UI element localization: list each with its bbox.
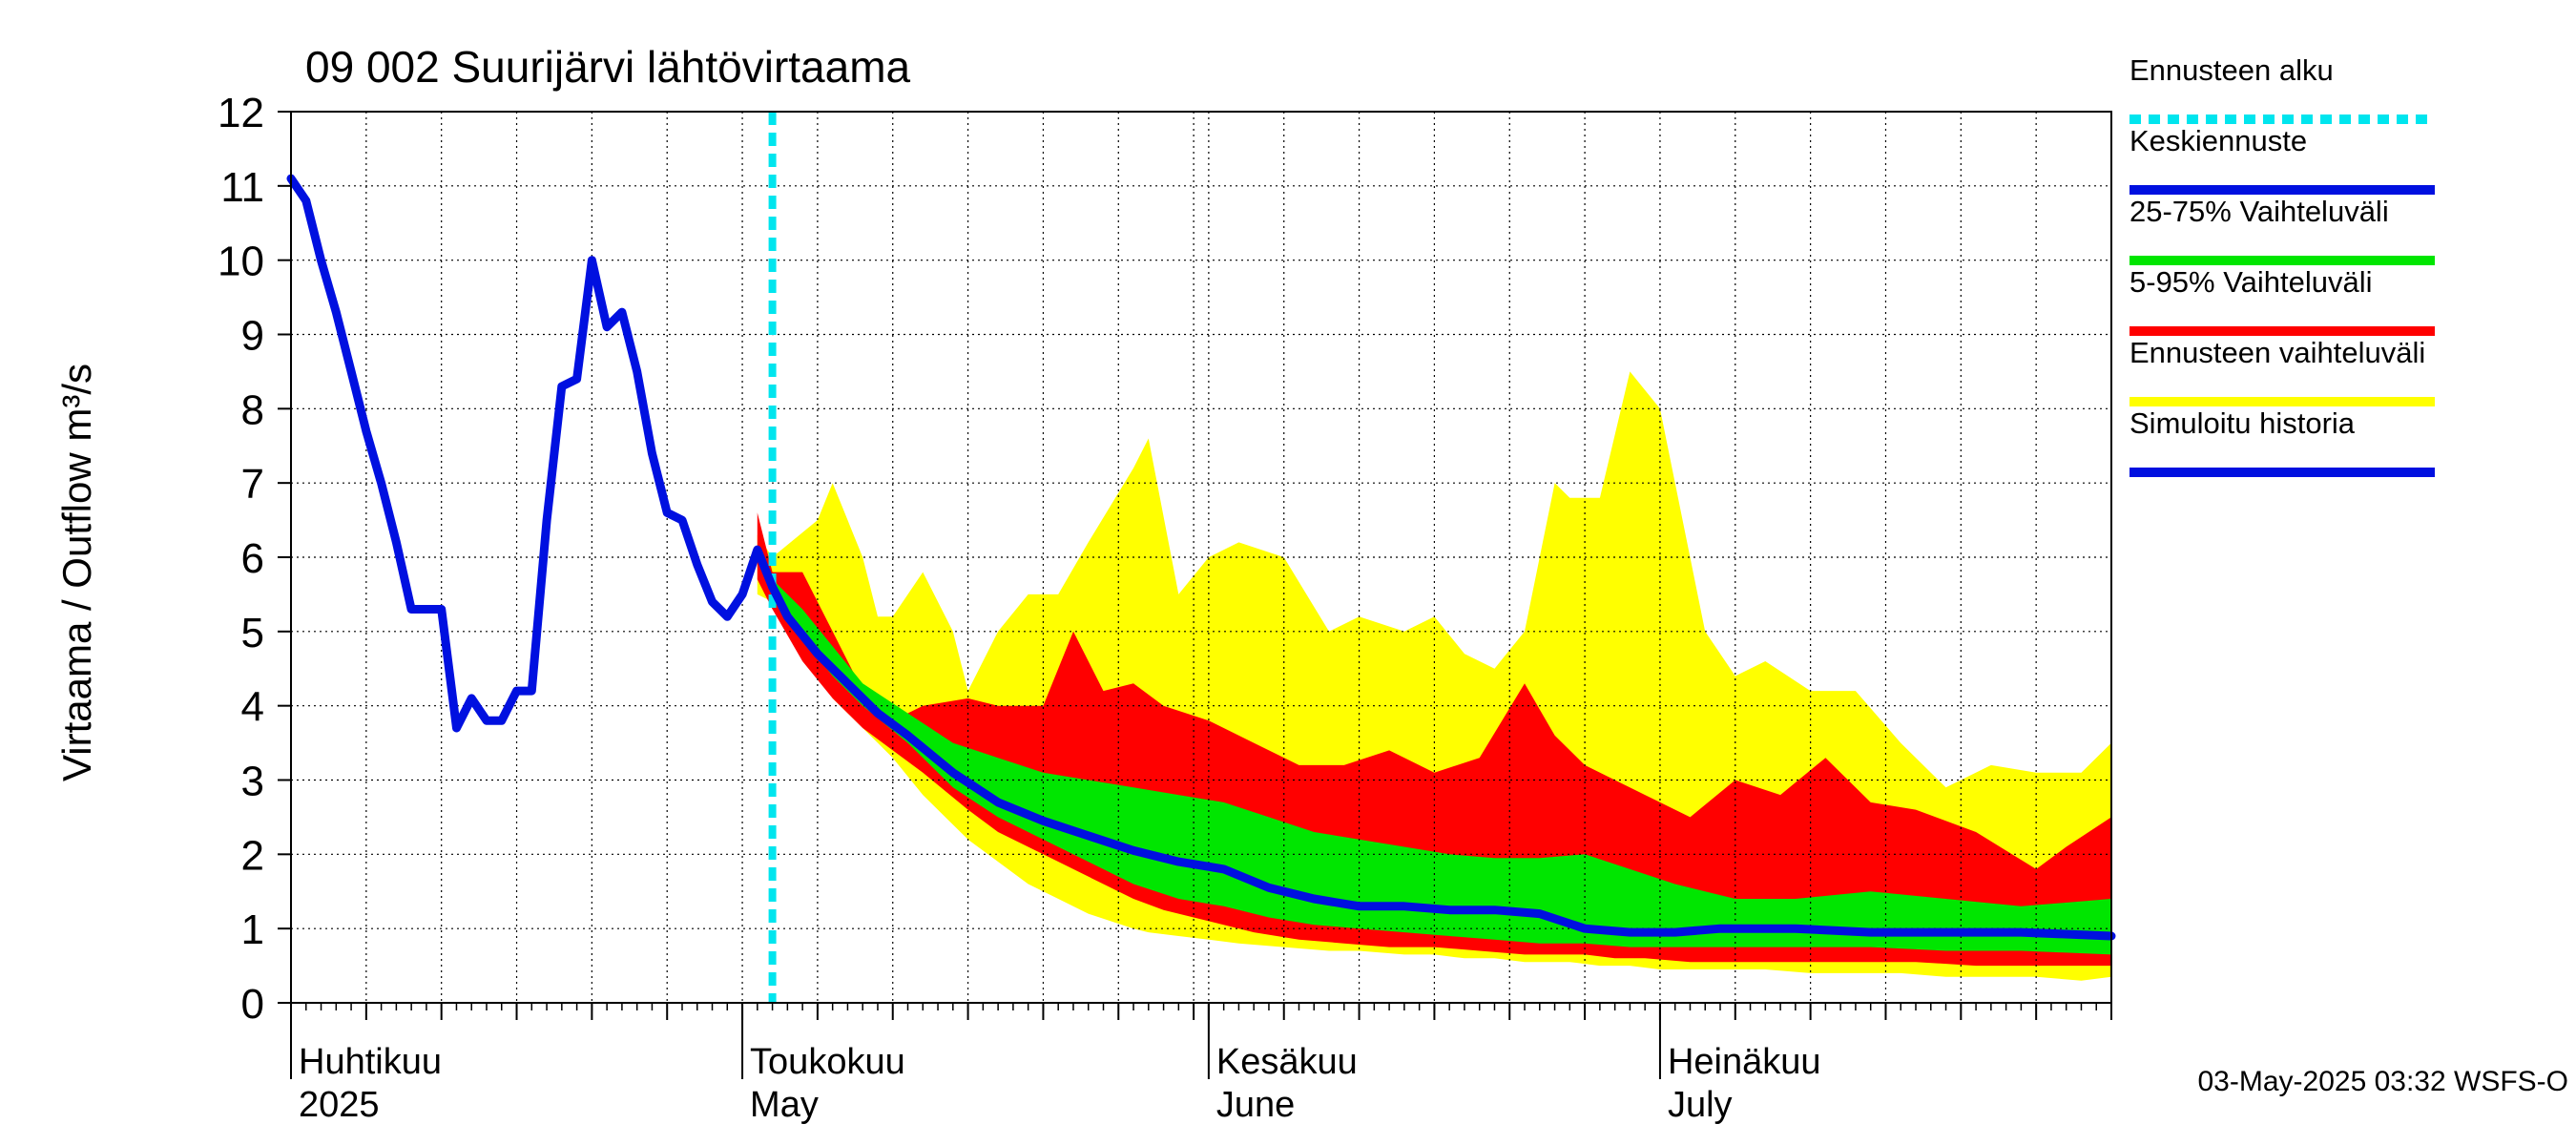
month-label-en: 2025 xyxy=(299,1085,380,1125)
y-axis-label: Virtaama / Outflow m³/s xyxy=(54,364,99,781)
legend-label-25-75-vaihteluv-li: 25-75% Vaihteluväli xyxy=(2129,195,2389,228)
month-label-fi: Kesäkuu xyxy=(1216,1042,1358,1082)
y-tick-label: 9 xyxy=(241,313,264,360)
y-tick-label: 8 xyxy=(241,386,264,433)
y-tick-label: 0 xyxy=(241,981,264,1028)
series-simuloitu-historia xyxy=(286,174,778,733)
legend-label-ennusteen-alku: Ennusteen alku xyxy=(2129,53,2334,87)
legend-label-simuloitu-historia: Simuloitu historia xyxy=(2129,406,2356,440)
y-tick-label: 7 xyxy=(241,461,264,508)
month-label-en: May xyxy=(750,1085,819,1125)
y-tick-label: 12 xyxy=(218,90,264,136)
month-label-en: July xyxy=(1668,1085,1733,1125)
chart-title: 09 002 Suurijärvi lähtövirtaama xyxy=(305,42,911,92)
forecast-bands xyxy=(757,371,2111,981)
y-tick-label: 11 xyxy=(220,164,264,211)
legend-label-ennusteen-vaihteluv-li: Ennusteen vaihteluväli xyxy=(2129,336,2425,369)
month-label-fi: Huhtikuu xyxy=(299,1042,442,1082)
footer-timestamp: 03-May-2025 03:32 WSFS-O xyxy=(2198,1066,2569,1097)
month-label-fi: Toukokuu xyxy=(750,1042,905,1082)
y-tick-label: 10 xyxy=(218,239,264,285)
month-label-en: June xyxy=(1216,1085,1295,1125)
legend: Ennusteen alku Keskiennuste 25-75% Vaihtel… xyxy=(2129,53,2435,477)
y-tick-label: 5 xyxy=(241,610,264,656)
legend-label-keskiennuste: Keskiennuste xyxy=(2129,124,2307,157)
y-tick-label: 3 xyxy=(241,759,264,805)
y-tick-label: 1 xyxy=(241,906,264,953)
legend-label-5-95-vaihteluv-li: 5-95% Vaihteluväli xyxy=(2129,265,2372,299)
y-tick-label: 6 xyxy=(241,535,264,582)
y-tick-label: 4 xyxy=(241,684,264,731)
flow-lines xyxy=(286,112,2116,1003)
month-label-fi: Heinäkuu xyxy=(1668,1042,1821,1082)
band-25-75-vaihteluv-li xyxy=(772,579,2111,955)
series-keskiennuste xyxy=(768,582,2116,941)
y-tick-label: 2 xyxy=(241,832,264,879)
